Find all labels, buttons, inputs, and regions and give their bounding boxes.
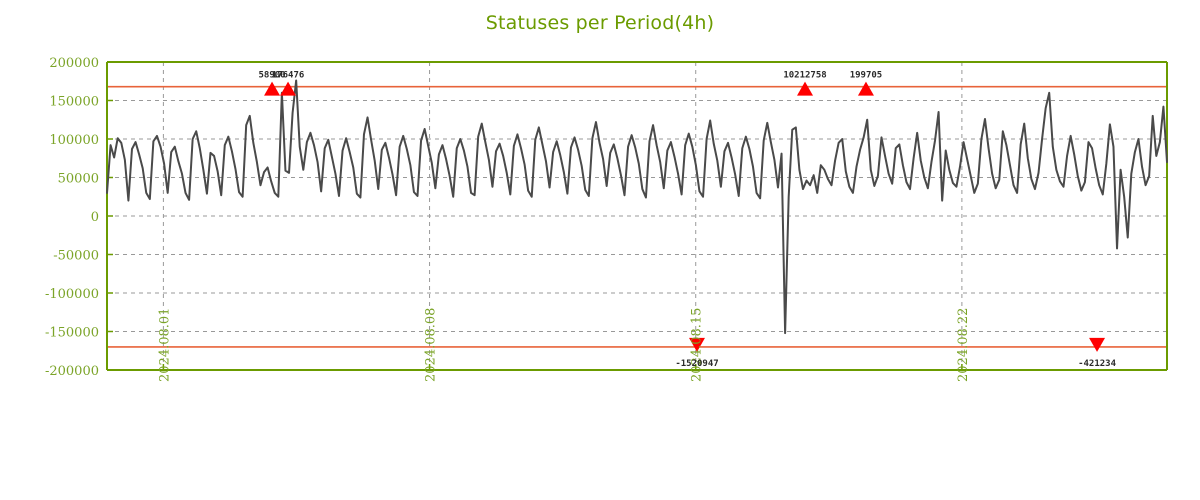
x-axis-tick-label: 2024.08.01 [157,308,172,382]
y-axis-tick-label: 50000 [58,172,99,187]
x-axis-tick-label: 2024.08.08 [424,308,439,382]
annotation-marker-triangle[interactable] [857,81,874,96]
annotation-value-label: -1520947 [675,359,718,369]
series-line [106,79,1168,335]
x-axis-tick-label: 2024.08.22 [956,308,971,382]
annotation-marker-triangle[interactable] [688,337,705,352]
x-axis-tick-labels: 2024.08.01 2024.08.08 2024.08.15 2024.08.22 [157,308,970,382]
y-axis-tick-label: -50000 [53,249,99,264]
annotation-marker-triangle[interactable] [280,81,297,96]
y-axis-tick-labels: 200000 150000 100000 50000 0 -50000 -100000 -15… [45,56,99,379]
annotation-value-label: 10212758 [783,71,826,81]
y-axis-tick-label: 0 [91,210,99,225]
y-axis-tick-label: 150000 [49,95,99,110]
chart-title: Statuses per Period(4h) [485,12,715,34]
y-axis-tick-label: -150000 [45,326,99,341]
data-series-group [106,79,1168,335]
annotation-marker-triangle[interactable] [264,81,281,96]
y-axis-tick-label: -200000 [45,364,99,379]
annotation-marker-triangle[interactable] [797,81,814,96]
annotation-value-label: 199705 [850,71,883,81]
annotation-value-label: -421234 [1078,359,1117,369]
threshold-lines-group [107,85,1167,348]
x-axis-tick-label: 2024.08.15 [690,308,705,382]
y-axis-tick-label: -100000 [45,287,99,302]
y-axis-tick-label: 100000 [49,133,99,148]
gridlines-group [107,62,1167,370]
annotation-markers-group [264,81,1106,352]
y-axis-tick-label: 200000 [49,56,99,71]
annotation-marker-triangle[interactable] [1089,337,1106,352]
annotation-value-label: 176476 [272,71,305,81]
axes-group [106,61,1168,371]
annotation-value-label: 58900 [258,71,285,81]
